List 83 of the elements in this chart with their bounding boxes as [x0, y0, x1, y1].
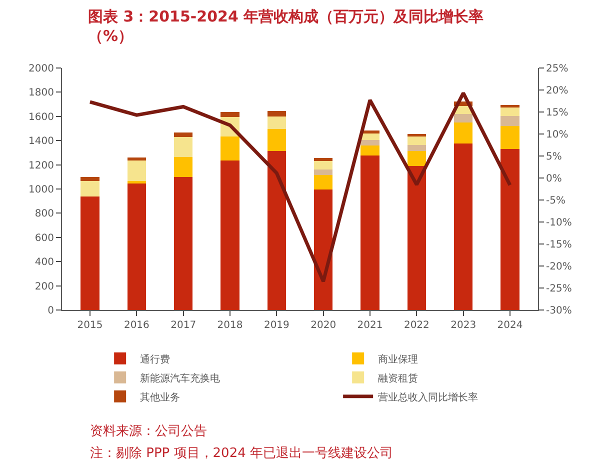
- y-tick-label: 0: [48, 306, 54, 316]
- bar: [314, 158, 333, 162]
- y2-tick-label: 0%: [546, 174, 562, 184]
- y2-tick-label: -15%: [546, 240, 572, 250]
- y2-tick-label: 25%: [546, 64, 568, 74]
- bar: [314, 161, 333, 170]
- bar: [267, 129, 286, 151]
- bar: [454, 144, 473, 310]
- legend-label: 商业保理: [378, 353, 418, 366]
- bar: [500, 116, 520, 126]
- bar: [80, 176, 100, 182]
- bar: [220, 160, 240, 310]
- bar: [267, 110, 286, 116]
- y-tick-label: 2000: [28, 64, 54, 74]
- y-tick-label: 1600: [28, 112, 54, 123]
- bar: [500, 126, 520, 150]
- bar: [407, 144, 426, 151]
- bar: [360, 156, 380, 310]
- bar: [127, 160, 146, 182]
- y2-tick-label: 10%: [546, 130, 568, 140]
- y-tick-label: 1400: [28, 136, 54, 148]
- legend-label: 新能源汽车充换电: [140, 372, 220, 384]
- text: 资料来源：公司公告: [90, 424, 207, 439]
- bar: [174, 176, 193, 310]
- y-tick-label: 400: [34, 257, 54, 268]
- y-tick-label: 1800: [28, 88, 54, 99]
- y-tick-label: 1000: [28, 184, 54, 196]
- bar: [360, 140, 380, 146]
- y-tick-label: 200: [34, 281, 54, 292]
- bar: [127, 184, 146, 310]
- bar: [454, 122, 473, 144]
- legend-label: 通行费: [140, 353, 170, 366]
- bar: [174, 132, 193, 137]
- bar: [407, 150, 426, 166]
- bar: [500, 149, 520, 310]
- x-tick-label: 2017: [170, 320, 196, 331]
- bar: [500, 104, 520, 108]
- x-tick-label: 2020: [310, 320, 336, 331]
- bar: [127, 181, 146, 184]
- x-tick-label: 2015: [77, 320, 103, 331]
- x-tick-label: 2019: [264, 320, 290, 331]
- bar: [220, 136, 240, 161]
- bar: [360, 145, 380, 156]
- y2-tick-label: -25%: [546, 284, 572, 294]
- bar: [500, 107, 520, 116]
- bar: [407, 134, 426, 136]
- bar: [360, 133, 380, 140]
- bar: [174, 136, 193, 157]
- x-tick-label: 2018: [217, 320, 243, 331]
- y2-tick-label: 20%: [546, 86, 568, 96]
- y-tick-label: 800: [34, 208, 54, 220]
- y2-tick-label: -20%: [546, 262, 572, 272]
- line-series: [88, 91, 512, 284]
- legend-label: 其他业务: [140, 391, 180, 404]
- bar: [267, 150, 286, 310]
- x-tick-label: 2024: [497, 320, 523, 331]
- legend-label: 融资租赁: [378, 372, 418, 384]
- y2-tick-label: 5%: [546, 152, 562, 162]
- text: 注：剔除 PPP 项目，2024 年已退出一号线建设公司: [90, 446, 393, 461]
- chart-title: 图表 3：2015-2024 年营收构成（百万元）及同比增长率（%）: [88, 7, 484, 45]
- bar: [407, 166, 426, 310]
- x-tick-label: 2016: [124, 320, 150, 331]
- bar: [454, 114, 473, 122]
- bar: [174, 156, 193, 177]
- legend-label: 营业总收入同比增长率: [378, 391, 478, 404]
- bar: [314, 170, 333, 176]
- x-tick-label: 2023: [450, 320, 476, 331]
- x-tick-label: 2022: [404, 320, 430, 331]
- x-tick-label: 2021: [357, 320, 383, 331]
- y2-tick-label: -5%: [546, 196, 566, 206]
- bar: [80, 196, 100, 310]
- bar: [127, 158, 146, 161]
- y-tick-label: 1200: [28, 160, 54, 172]
- bar: [267, 116, 286, 130]
- bar: [407, 136, 426, 145]
- y2-tick-label: -10%: [546, 218, 572, 228]
- bar: [314, 175, 333, 190]
- y-tick-label: 600: [34, 232, 54, 244]
- bar: [220, 112, 240, 118]
- y2-tick-label: 15%: [546, 108, 568, 118]
- bar: [80, 181, 100, 196]
- bar: [314, 190, 333, 310]
- y2-tick-label: -30%: [546, 306, 572, 316]
